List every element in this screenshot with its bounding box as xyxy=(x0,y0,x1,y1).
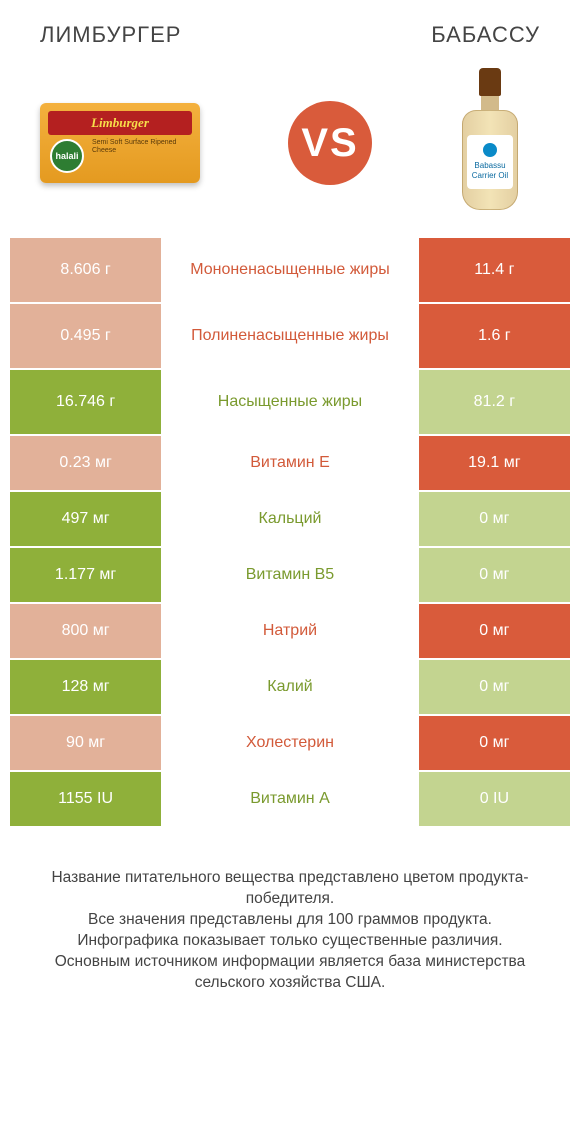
table-row: 1.177 мгВитамин B50 мг xyxy=(10,548,570,602)
bottle-body: Babassu Carrier Oil xyxy=(462,110,518,210)
header: ЛИМБУРГЕР БАБАССУ xyxy=(0,0,580,58)
table-row: 0.23 мгВитамин E19.1 мг xyxy=(10,436,570,490)
table-row: 0.495 гПолиненасыщенные жиры1.6 г xyxy=(10,304,570,368)
left-value: 8.606 г xyxy=(10,238,161,302)
nutrient-label: Кальций xyxy=(161,492,419,546)
left-value: 800 мг xyxy=(10,604,161,658)
nutrient-label: Витамин B5 xyxy=(161,548,419,602)
nutrient-label: Витамин A xyxy=(161,772,419,826)
vs-row: Limburger halali Semi Soft Surface Ripen… xyxy=(0,58,580,238)
table-row: 800 мгНатрий0 мг xyxy=(10,604,570,658)
footer-line-3: Инфографика показывает только существенн… xyxy=(30,931,550,952)
right-value: 0 IU xyxy=(419,772,570,826)
nutrient-label: Холестерин xyxy=(161,716,419,770)
table-row: 8.606 гМононенасыщенные жиры11.4 г xyxy=(10,238,570,302)
bottle-text-1: Babassu xyxy=(474,161,505,171)
right-value: 0 мг xyxy=(419,660,570,714)
right-value: 0 мг xyxy=(419,604,570,658)
right-value: 0 мг xyxy=(419,716,570,770)
nutrient-label: Полиненасыщенные жиры xyxy=(161,304,419,368)
nutrient-label: Мононенасыщенные жиры xyxy=(161,238,419,302)
left-product-title: ЛИМБУРГЕР xyxy=(40,22,181,48)
left-value: 497 мг xyxy=(10,492,161,546)
left-value: 1.177 мг xyxy=(10,548,161,602)
bottle-text-2: Carrier Oil xyxy=(472,171,508,181)
footer-line-1: Название питательного вещества представл… xyxy=(30,868,550,910)
right-value: 0 мг xyxy=(419,492,570,546)
right-value: 81.2 г xyxy=(419,370,570,434)
footer-notes: Название питательного вещества представл… xyxy=(0,828,580,994)
nutrient-label: Калий xyxy=(161,660,419,714)
nutrient-label: Насыщенные жиры xyxy=(161,370,419,434)
nutrient-label: Витамин E xyxy=(161,436,419,490)
left-value: 0.495 г xyxy=(10,304,161,368)
left-value: 90 мг xyxy=(10,716,161,770)
right-product-title: БАБАССУ xyxy=(431,22,540,48)
table-row: 497 мгКальций0 мг xyxy=(10,492,570,546)
cheese-brand-label: Limburger xyxy=(48,111,192,135)
right-value: 0 мг xyxy=(419,548,570,602)
vs-badge: VS xyxy=(288,101,372,185)
cheese-subtext: Semi Soft Surface Ripened Cheese xyxy=(92,139,200,156)
bottle-cap xyxy=(479,68,501,96)
bottle-illustration: Babassu Carrier Oil xyxy=(460,68,520,218)
table-row: 16.746 гНасыщенные жиры81.2 г xyxy=(10,370,570,434)
right-value: 11.4 г xyxy=(419,238,570,302)
bottle-neck xyxy=(481,96,499,110)
footer-line-2: Все значения представлены для 100 граммо… xyxy=(30,910,550,931)
bottle-label: Babassu Carrier Oil xyxy=(467,135,513,189)
nutrient-label: Натрий xyxy=(161,604,419,658)
right-value: 19.1 мг xyxy=(419,436,570,490)
left-value: 16.746 г xyxy=(10,370,161,434)
table-row: 1155 IUВитамин A0 IU xyxy=(10,772,570,826)
left-value: 128 мг xyxy=(10,660,161,714)
cheese-illustration: Limburger halali Semi Soft Surface Ripen… xyxy=(40,103,200,183)
cheese-badge: halali xyxy=(50,139,84,173)
footer-line-4: Основным источником информации является … xyxy=(30,952,550,994)
table-row: 128 мгКалий0 мг xyxy=(10,660,570,714)
left-value: 1155 IU xyxy=(10,772,161,826)
nutrient-table: 8.606 гМононенасыщенные жиры11.4 г0.495 … xyxy=(10,238,570,826)
left-value: 0.23 мг xyxy=(10,436,161,490)
table-row: 90 мгХолестерин0 мг xyxy=(10,716,570,770)
bottle-logo-icon xyxy=(483,143,497,157)
right-value: 1.6 г xyxy=(419,304,570,368)
